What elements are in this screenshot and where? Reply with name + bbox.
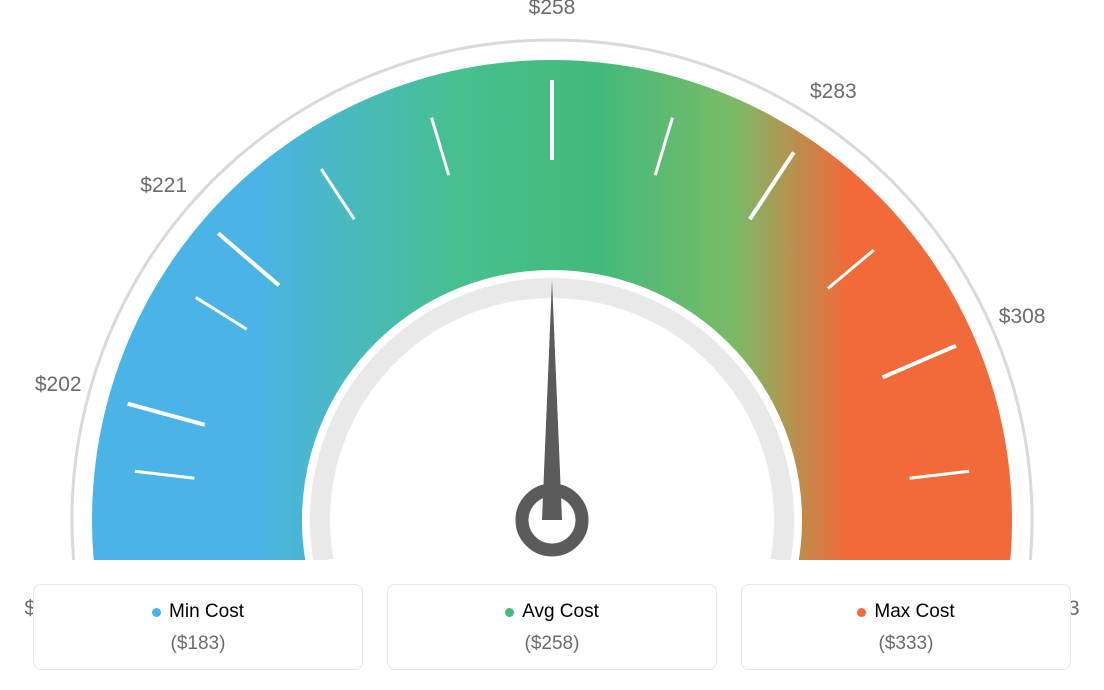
- legend-card-avg: Avg Cost ($258): [387, 584, 717, 670]
- legend-text-min: Min Cost: [169, 601, 244, 623]
- legend-dot-min: [152, 608, 161, 617]
- legend-row: Min Cost ($183) Avg Cost ($258) Max Cost…: [0, 584, 1104, 670]
- legend-card-min: Min Cost ($183): [33, 584, 363, 670]
- gauge-tick-label: $202: [35, 373, 82, 397]
- legend-dot-avg: [505, 608, 514, 617]
- gauge-chart: $183$202$221$258$283$308$333: [0, 0, 1104, 560]
- legend-dot-max: [857, 608, 866, 617]
- legend-text-avg: Avg Cost: [522, 601, 599, 623]
- gauge-tick-label: $221: [140, 174, 187, 198]
- legend-label-max: Max Cost: [857, 601, 954, 623]
- legend-label-min: Min Cost: [152, 601, 244, 623]
- legend-value-avg: ($258): [398, 633, 706, 655]
- gauge-svg: [0, 0, 1104, 560]
- gauge-tick-label: $258: [529, 0, 576, 20]
- gauge-tick-label: $283: [810, 80, 857, 104]
- gauge-tick-label: $308: [999, 305, 1046, 329]
- legend-label-avg: Avg Cost: [505, 601, 599, 623]
- legend-value-min: ($183): [44, 633, 352, 655]
- legend-text-max: Max Cost: [874, 601, 954, 623]
- legend-card-max: Max Cost ($333): [741, 584, 1071, 670]
- legend-value-max: ($333): [752, 633, 1060, 655]
